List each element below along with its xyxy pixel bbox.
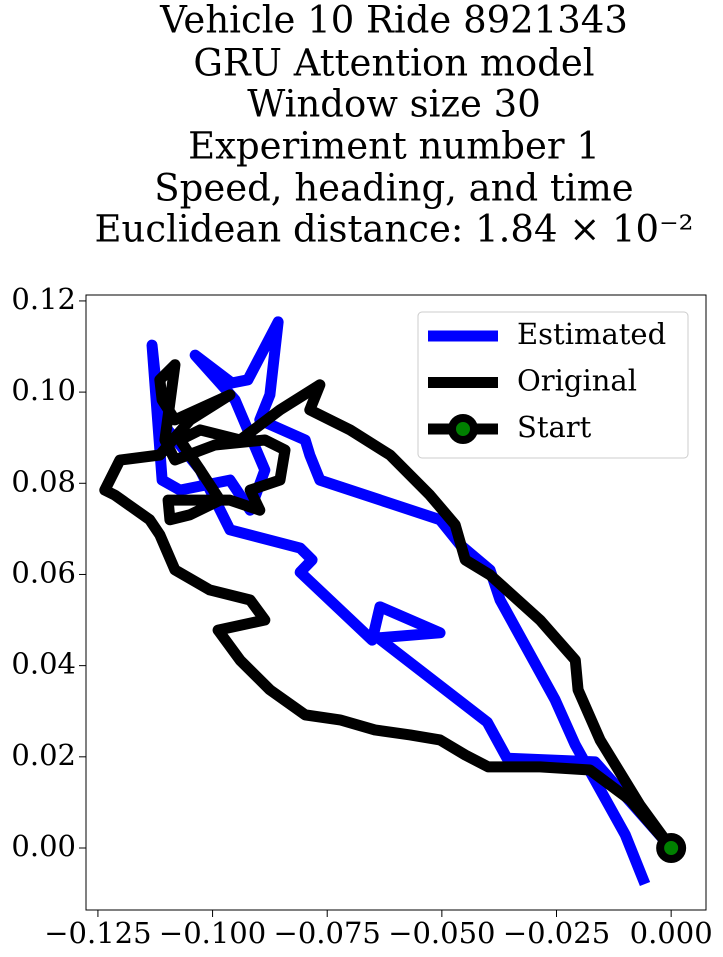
x-tick-label: −0.100 (159, 916, 266, 950)
chart-title: Experiment number 1 (188, 125, 600, 168)
x-tick-label: 0.000 (630, 916, 713, 950)
y-tick-label: 0.04 (11, 647, 76, 681)
y-tick-label: 0.02 (11, 738, 76, 772)
plot-area (99, 316, 687, 887)
y-tick-label: 0.10 (11, 373, 76, 407)
x-tick-label: −0.075 (274, 916, 381, 950)
y-tick-label: 0.12 (11, 282, 76, 316)
chart-title: Euclidean distance: 1.84 × 10⁻² (95, 208, 694, 251)
start-marker (656, 832, 687, 863)
chart-title: GRU Attention model (193, 42, 594, 85)
legend-label: Estimated (517, 317, 666, 351)
chart-title: Speed, heading, and time (154, 167, 633, 210)
y-tick-label: 0.08 (11, 464, 76, 498)
chart-title: Window size 30 (247, 83, 541, 126)
y-tick-label: 0.06 (11, 555, 76, 589)
series-line (99, 359, 676, 852)
legend-box (417, 311, 689, 459)
axes-frame (85, 294, 707, 911)
x-tick-label: −0.050 (388, 916, 495, 950)
y-tick-label: 0.00 (11, 829, 76, 863)
x-tick-label: −0.025 (503, 916, 610, 950)
legend-label: Original (517, 364, 637, 398)
legend: Estimated Original Start (417, 311, 689, 459)
legend-marker (448, 414, 478, 444)
chart-title: Vehicle 10 Ride 8921343 (159, 0, 628, 42)
legend-label: Start (517, 410, 592, 444)
x-tick-label: −0.125 (44, 916, 151, 950)
